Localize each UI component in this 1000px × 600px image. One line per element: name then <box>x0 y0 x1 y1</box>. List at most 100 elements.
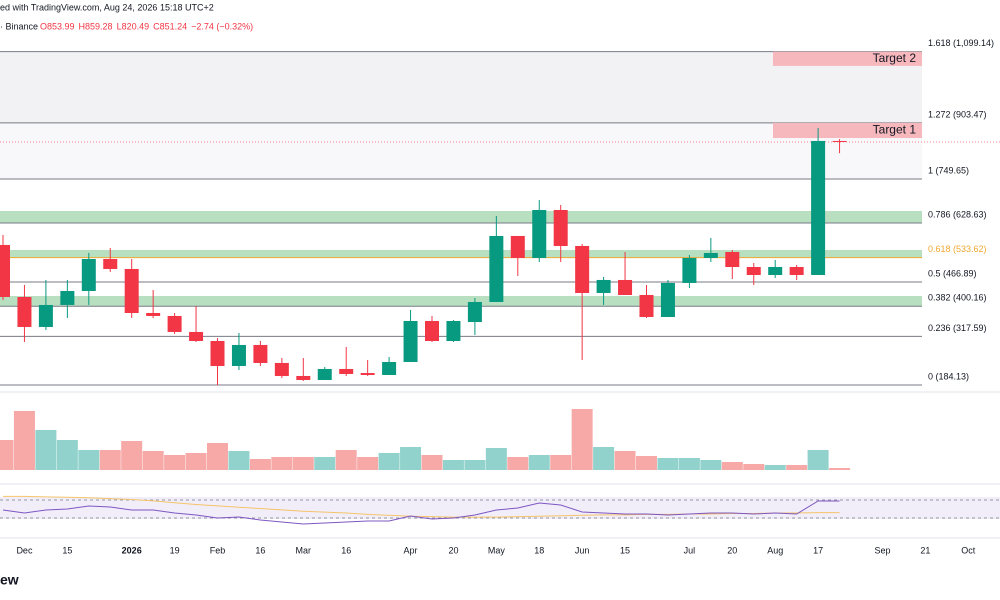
candle-body <box>60 290 75 305</box>
volume-bar <box>13 411 35 470</box>
volume-bar <box>0 440 14 470</box>
volume-bar <box>593 447 615 470</box>
x-tick-label: 15 <box>62 545 72 555</box>
ohlc-label: H859.28 <box>79 21 113 31</box>
zone <box>0 296 922 307</box>
volume-bar <box>743 464 765 470</box>
x-tick-label: Mar <box>296 545 312 555</box>
volume-bar <box>786 465 808 470</box>
volume-bar <box>121 441 143 470</box>
volume-bar <box>764 465 786 470</box>
candle-body <box>575 245 590 293</box>
volume-bar <box>249 459 271 470</box>
candle-body <box>489 235 504 302</box>
candle-body <box>231 344 246 366</box>
candle-body <box>167 315 182 332</box>
candle-body <box>360 373 375 375</box>
volume-bar <box>357 457 379 470</box>
zone <box>0 210 922 224</box>
ohlc-label: L820.49 <box>117 21 150 31</box>
volume-bar <box>35 430 57 470</box>
candle-body <box>446 320 461 341</box>
volume-bar <box>421 455 443 470</box>
volume-bar <box>657 458 679 470</box>
fib-label: 0.382 (400.16) <box>928 293 987 303</box>
candle-body <box>596 279 611 293</box>
volume-bar <box>807 450 829 470</box>
volume-bar <box>571 409 593 470</box>
x-tick-label: Feb <box>210 545 226 555</box>
volume-bar <box>78 450 100 470</box>
fib-label: 0 (184.13) <box>928 371 969 381</box>
rsi-line <box>2 500 840 525</box>
x-tick-label: 17 <box>813 545 823 555</box>
volume-bar <box>700 460 722 470</box>
candle-body <box>467 301 482 323</box>
volume-bar <box>614 451 636 470</box>
candle-body <box>38 304 53 327</box>
x-tick-label: 21 <box>920 545 930 555</box>
candle-body <box>210 340 225 366</box>
target-label: Target 1 <box>873 123 917 137</box>
fib-label: 0.236 (317.59) <box>928 323 987 333</box>
candle-body <box>317 368 332 380</box>
fib-band <box>0 51 922 123</box>
volume-bar <box>442 460 464 470</box>
volume-bar <box>485 448 507 470</box>
x-tick-label: Dec <box>16 545 33 555</box>
candle-body <box>746 267 761 275</box>
header: ed with TradingView.com, Aug 24, 2026 15… <box>0 2 214 12</box>
x-tick-label: 2026 <box>122 545 142 555</box>
volume-bar <box>292 457 314 470</box>
candle-body <box>103 258 118 269</box>
volume-bar <box>228 451 250 470</box>
volume-bar <box>185 453 207 470</box>
logo: ew <box>0 572 19 588</box>
target-label: Target 2 <box>873 51 917 65</box>
candle-body <box>682 257 697 283</box>
volume-bar <box>271 457 293 470</box>
candle-body <box>618 279 633 295</box>
candle-body <box>832 140 847 142</box>
zone <box>0 249 922 258</box>
volume-bar <box>528 455 550 470</box>
fib-label: 0.5 (466.89) <box>928 268 977 278</box>
candle-body <box>146 312 161 316</box>
candle-body <box>189 331 204 341</box>
volume-bar <box>164 455 186 470</box>
ohlc-label: C851.24 <box>153 21 187 31</box>
x-tick-label: Apr <box>404 545 418 555</box>
volume-bar <box>56 440 78 470</box>
candle-body <box>532 209 547 258</box>
x-tick-label: 20 <box>727 545 737 555</box>
volume-bar <box>99 450 121 470</box>
candle-body <box>274 362 289 376</box>
symbol: · Binance <box>0 21 38 31</box>
x-tick-label: Jul <box>684 545 696 555</box>
volume-bar <box>207 443 228 470</box>
x-tick-label: Oct <box>961 545 976 555</box>
candle-body <box>296 375 311 380</box>
fib-label: 0.618 (533.62) <box>928 244 987 254</box>
candle-body <box>339 368 354 374</box>
candle-body <box>425 320 439 341</box>
fib-label: 1.272 (903.47) <box>928 109 987 119</box>
ohlc-label: −2.74 (−0.32%) <box>191 21 253 31</box>
x-tick-label: Aug <box>767 545 783 555</box>
candle-body <box>124 268 139 313</box>
volume-bar <box>378 453 400 470</box>
candle-body <box>510 235 525 258</box>
volume-bar <box>400 447 422 470</box>
volume-bar <box>829 468 851 470</box>
candle-body <box>789 267 804 275</box>
candle-body <box>253 344 268 363</box>
target-box <box>773 51 922 66</box>
candle-body <box>17 296 32 327</box>
candle-body <box>639 294 654 317</box>
candle-body <box>660 282 675 317</box>
fib-label: 1.618 (1,099.14) <box>928 38 994 48</box>
x-tick-label: 19 <box>170 545 180 555</box>
candle-body <box>81 258 96 291</box>
